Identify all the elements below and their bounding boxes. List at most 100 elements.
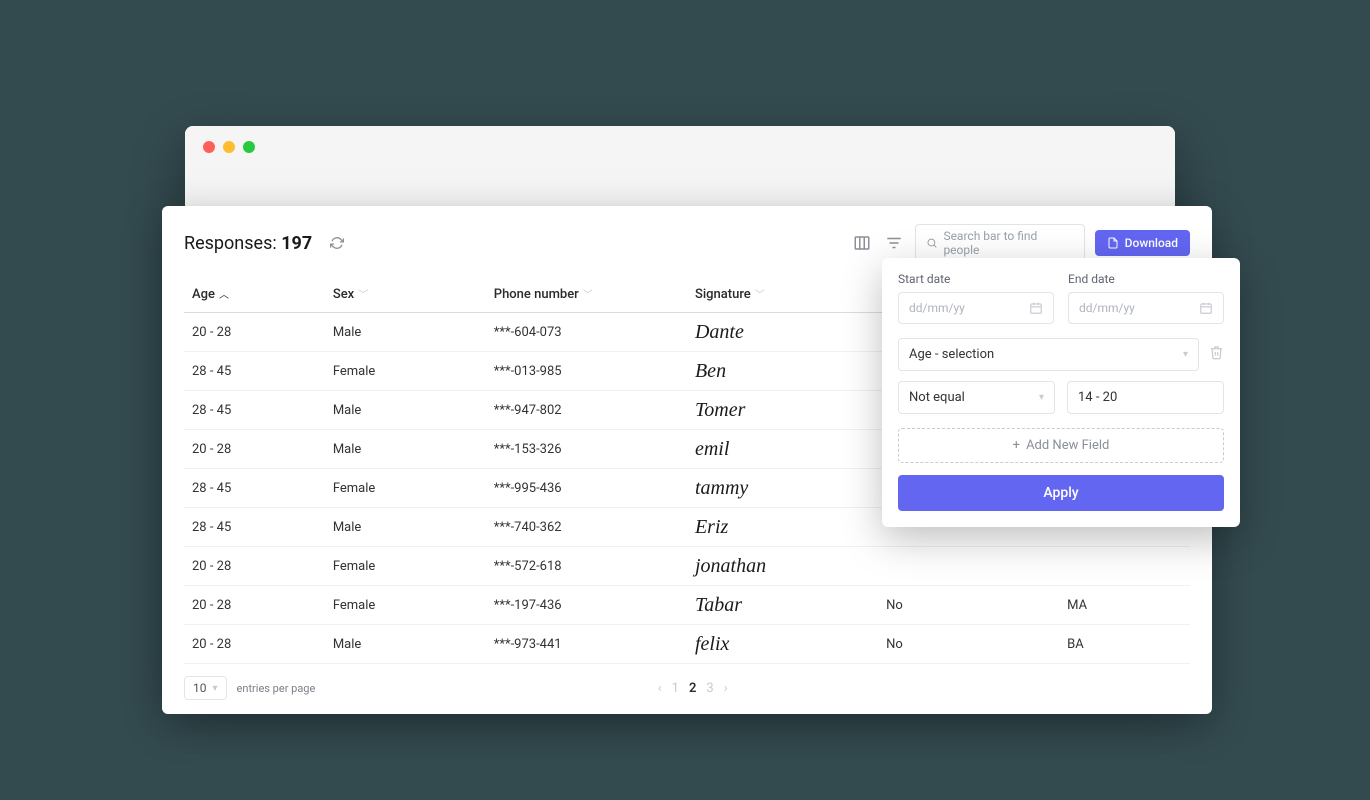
download-button[interactable]: Download [1095,230,1190,256]
cell-phone: ***-572-618 [486,547,687,586]
entries-label: entries per page [237,682,316,695]
cell-age: 28 - 45 [184,352,325,391]
add-field-label: Add New Field [1026,438,1109,453]
cell-phone: ***-197-436 [486,586,687,625]
entries-per-page-select[interactable]: 10 ▾ [184,676,227,700]
signature-image: tammy [695,477,748,499]
apply-button[interactable]: Apply [898,475,1224,511]
table-row[interactable]: 20 - 28Male***-973-441felixNoBA [184,625,1190,664]
entries-value: 10 [193,681,207,695]
cell-age: 28 - 45 [184,391,325,430]
signature-image: Tomer [695,399,745,421]
cell-col5 [878,547,1059,586]
columns-icon[interactable] [851,232,873,254]
end-date-label: End date [1068,272,1224,286]
cell-phone: ***-995-436 [486,469,687,508]
cell-col6: BA [1059,625,1190,664]
search-input[interactable]: Search bar to find people [915,224,1085,262]
column-label: Sex [333,287,354,302]
cell-phone: ***-947-802 [486,391,687,430]
chevron-down-icon: ▾ [1183,349,1188,360]
calendar-icon [1199,301,1213,315]
cell-col6: MA [1059,586,1190,625]
column-label: Signature [695,287,751,302]
filter-icon[interactable] [883,232,905,254]
filter-field-value: Age - selection [909,347,994,362]
close-icon[interactable] [203,141,215,153]
cell-sex: Female [325,469,486,508]
next-page-button[interactable]: › [724,681,728,696]
signature-image: Tabar [695,594,742,616]
end-date-input[interactable]: dd/mm/yy [1068,292,1224,324]
table-footer: 10 ▾ entries per page ‹ 123 › [184,676,1190,700]
trash-icon[interactable] [1209,345,1224,364]
signature-image: Ben [695,360,726,382]
table-row[interactable]: 20 - 28Female***-197-436 Tabar NoMA [184,586,1190,625]
cell-phone: ***-604-073 [486,313,687,352]
column-header[interactable]: Signature ﹀ [687,276,878,313]
filter-field-select[interactable]: Age - selection ▾ [898,338,1199,371]
cell-signature: felix [687,625,878,664]
calendar-icon [1029,301,1043,315]
chevron-down-icon: ▾ [213,683,218,694]
cell-age: 20 - 28 [184,625,325,664]
refresh-icon[interactable] [326,232,348,254]
sort-icon: ﹀ [755,290,765,301]
minimize-icon[interactable] [223,141,235,153]
cell-age: 20 - 28 [184,586,325,625]
cell-col6 [1059,547,1190,586]
page-number[interactable]: 2 [689,681,696,696]
cell-sex: Female [325,586,486,625]
table-row[interactable]: 20 - 28Female***-572-618jonathan [184,547,1190,586]
cell-signature: Tomer [687,391,878,430]
signature-image: Eriz [695,516,728,538]
start-date-input[interactable]: dd/mm/yy [898,292,1054,324]
cell-sex: Female [325,352,486,391]
page-number[interactable]: 1 [672,681,679,696]
cell-signature: emil [687,430,878,469]
column-label: Age [192,287,215,302]
cell-age: 20 - 28 [184,313,325,352]
column-header[interactable]: Age ︿ [184,276,325,313]
column-header[interactable]: Phone number﹀ [486,276,687,313]
cell-signature: Dante [687,313,878,352]
end-date-placeholder: dd/mm/yy [1079,301,1135,315]
sort-icon: ﹀ [358,290,368,301]
page-number[interactable]: 3 [706,681,713,696]
add-field-button[interactable]: + Add New Field [898,428,1224,463]
search-icon [926,237,938,249]
apply-label: Apply [1043,485,1078,501]
cell-age: 20 - 28 [184,547,325,586]
column-header[interactable]: Sex ﹀ [325,276,486,313]
cell-phone: ***-153-326 [486,430,687,469]
window-controls [203,141,255,153]
page-title: Responses: 197 [184,233,312,254]
search-placeholder: Search bar to find people [943,229,1073,257]
signature-image: Dante [695,321,744,343]
cell-signature: Ben [687,352,878,391]
signature-image: emil [695,438,729,460]
cell-signature: Eriz [687,508,878,547]
sort-icon: ﹀ [583,290,593,301]
chevron-down-icon: ▾ [1039,392,1044,403]
cell-sex: Male [325,391,486,430]
cell-age: 28 - 45 [184,508,325,547]
window-titlebar [185,126,1175,168]
cell-signature: Tabar [687,586,878,625]
cell-col5: No [878,586,1059,625]
prev-page-button[interactable]: ‹ [658,681,662,696]
start-date-placeholder: dd/mm/yy [909,301,965,315]
title-prefix: Responses: [184,233,281,254]
filter-condition-value: Not equal [909,390,965,405]
download-label: Download [1125,236,1178,250]
cell-phone: ***-013-985 [486,352,687,391]
filter-condition-select[interactable]: Not equal ▾ [898,381,1055,414]
cell-sex: Male [325,508,486,547]
filter-value-input[interactable]: 14 - 20 [1067,381,1224,414]
maximize-icon[interactable] [243,141,255,153]
filter-popover: Start date dd/mm/yy End date dd/mm/yy Ag… [882,258,1240,527]
sort-asc-icon: ︿ [219,290,229,301]
cell-phone: ***-973-441 [486,625,687,664]
plus-icon: + [1013,438,1020,453]
pagination: ‹ 123 › [315,681,1070,696]
